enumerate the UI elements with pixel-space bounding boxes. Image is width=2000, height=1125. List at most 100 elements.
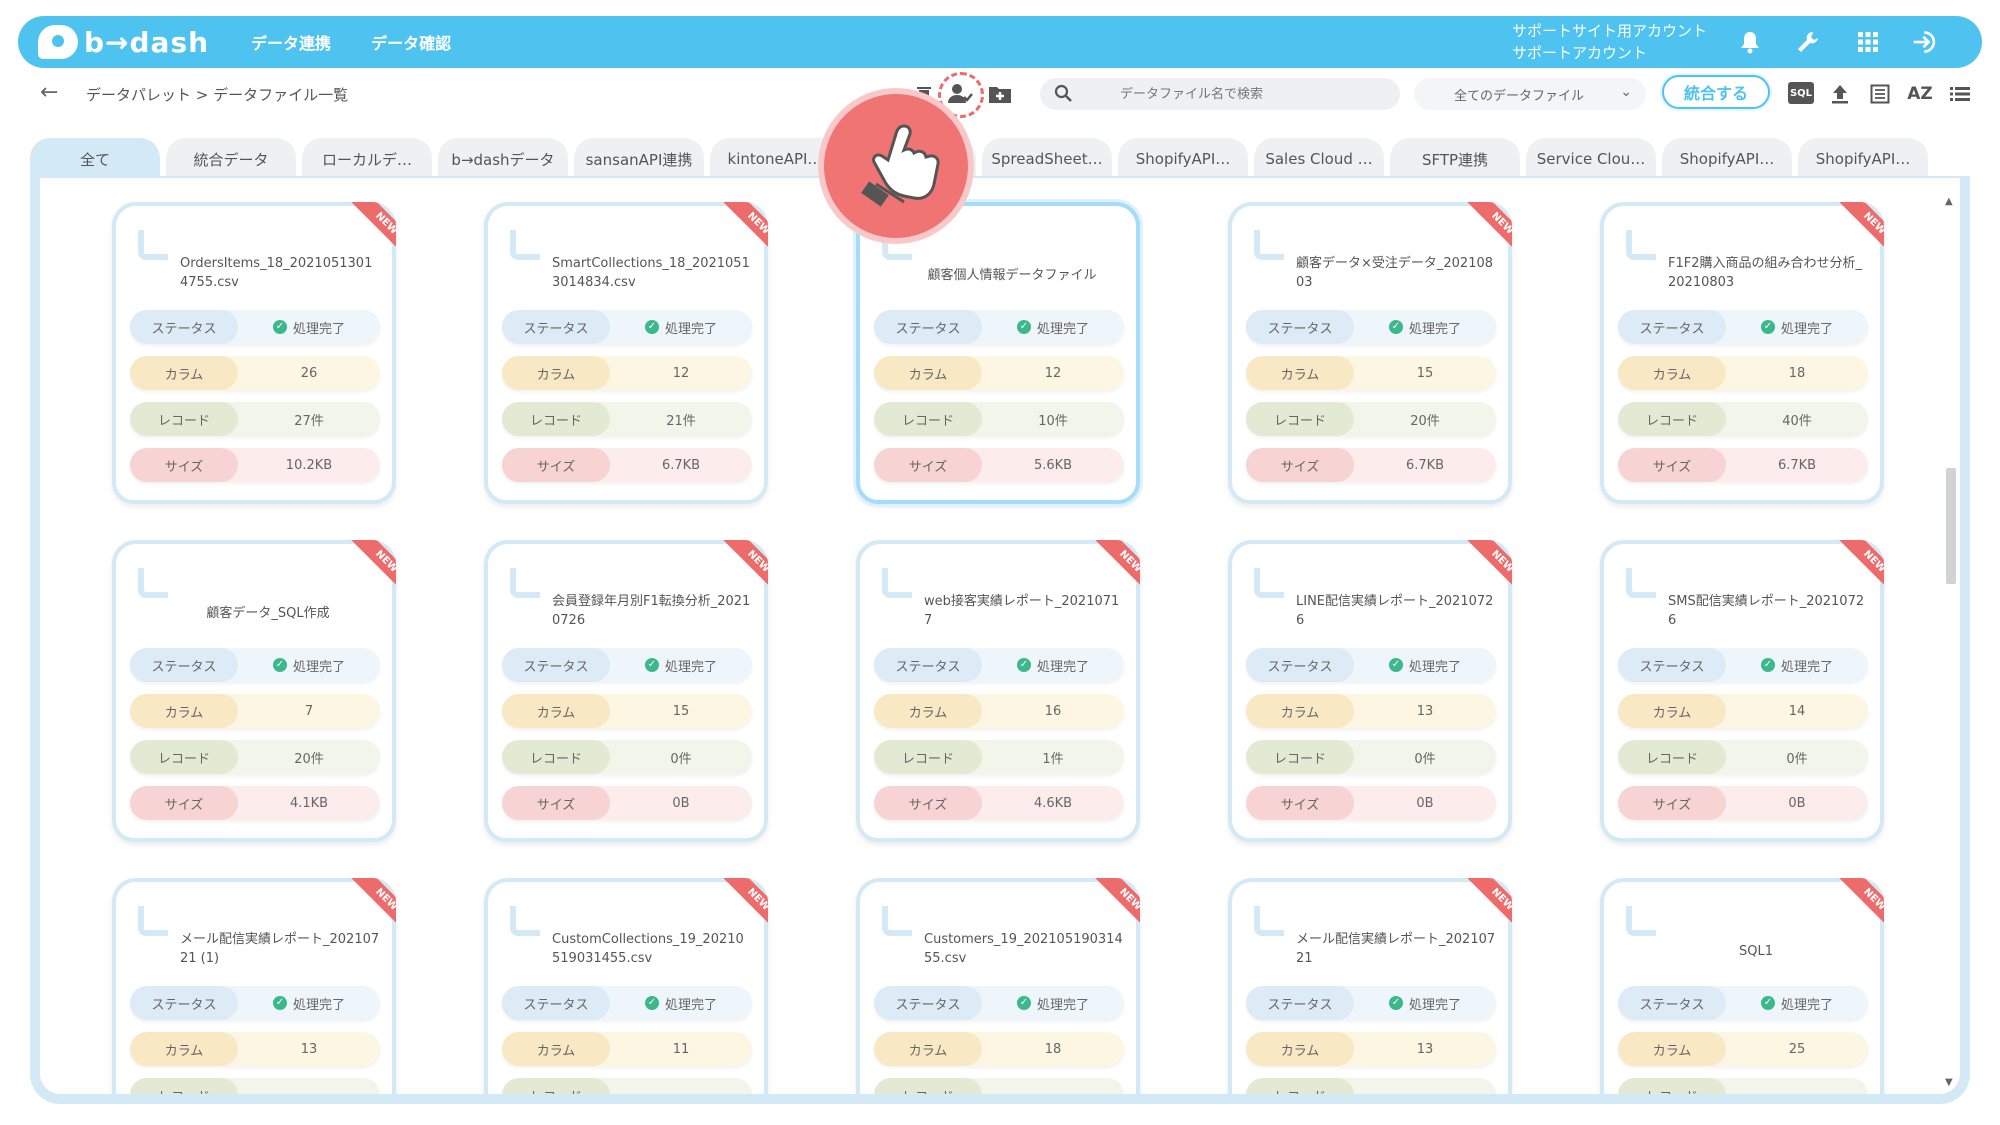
tab-sftp[interactable]: SFTP連携 <box>1390 138 1520 180</box>
size-row-label: サイズ <box>502 786 610 820</box>
status-row: ステータス ✓ 処理完了 <box>502 310 752 344</box>
scroll-up-icon[interactable]: ▲ <box>1945 196 1953 207</box>
scroll-down-icon[interactable]: ▼ <box>1945 1077 1953 1088</box>
record-row: レコード 27件 <box>130 402 380 436</box>
file-card[interactable]: NEW CustomCollections_19_20210519031455.c… <box>484 878 768 1094</box>
file-card[interactable]: NEW LINE配信実績レポート_20210726 ステータス ✓ 処理完了 カラム 13 レ… <box>1228 540 1512 842</box>
tab-shopify-1[interactable]: ShopifyAPI… <box>1118 138 1248 180</box>
status-row-value-text: 処理完了 <box>1780 659 1833 675</box>
search-input[interactable] <box>1120 86 1360 102</box>
file-card[interactable]: NEW メール配信実績レポート_20210721 (1) ステータス ✓ 処理完了 カラム… <box>112 878 396 1094</box>
tab-sansan[interactable]: sansanAPI連携 <box>574 138 704 180</box>
trash-icon[interactable] <box>910 80 938 108</box>
file-card[interactable]: NEW OrdersItems_18_20210513014755.csv ステータ… <box>112 202 396 504</box>
filter-value: 全てのデータファイル <box>1454 88 1585 104</box>
bell-icon[interactable] <box>1736 28 1764 56</box>
column-row-value-text: 13 <box>1416 703 1434 719</box>
merge-button[interactable]: 統合する <box>1662 75 1770 109</box>
record-row-value <box>1726 1078 1868 1094</box>
wrench-icon[interactable] <box>1794 28 1822 56</box>
file-corner-icon <box>1626 568 1656 598</box>
record-row-label: レコード <box>1618 1078 1726 1094</box>
tab-spreadsheet[interactable]: SpreadSheet… <box>982 138 1112 180</box>
tab-merged-data[interactable]: 統合データ <box>166 138 296 180</box>
size-row: サイズ 0B <box>502 786 752 820</box>
file-card[interactable]: NEW 顧客データ×受注データ_20210803 ステータス ✓ 処理完了 カラム 15 レコ… <box>1228 202 1512 504</box>
new-badge: NEW <box>1086 878 1140 932</box>
file-card-title: LINE配信実績レポート_20210726 <box>1296 594 1494 628</box>
file-card-stats: ステータス ✓ 処理完了 カラム 15 レコード 0件 サイズ 0B <box>502 648 752 832</box>
file-filter-select[interactable]: 全てのデータファイル ⌄ <box>1414 78 1646 110</box>
upload-icon[interactable] <box>1826 80 1854 108</box>
list-view-icon[interactable] <box>1866 80 1894 108</box>
nav-data-link[interactable]: データ連携 <box>251 34 332 53</box>
file-card-stats: ステータス ✓ 処理完了 カラム 15 レコード 20件 サイズ 6.7KB <box>1246 310 1496 494</box>
sort-az-icon[interactable]: AZ <box>1907 84 1933 104</box>
status-row-value-text: 処理完了 <box>1036 997 1089 1013</box>
new-badge: NEW <box>342 540 396 594</box>
new-badge: NEW <box>1830 202 1884 256</box>
chevron-down-icon: ⌄ <box>1620 84 1632 100</box>
file-corner-icon <box>1626 230 1656 260</box>
new-badge-label: NEW <box>1467 878 1512 932</box>
tab-shopify-2[interactable]: ShopifyAPI… <box>1662 138 1792 180</box>
scroll-thumb[interactable] <box>1946 468 1956 584</box>
menu-list-icon[interactable] <box>1946 80 1974 108</box>
size-row: サイズ 4.6KB <box>874 786 1124 820</box>
record-row-label: レコード <box>874 740 982 774</box>
file-card-title: 顧客データ_SQL作成 <box>206 606 330 621</box>
column-row-value-text: 15 <box>1416 365 1434 381</box>
size-row-value-text: 4.6KB <box>1033 795 1073 811</box>
record-row-value: 1件 <box>982 740 1124 774</box>
logout-icon[interactable] <box>1912 28 1940 56</box>
status-row-value-text: 処理完了 <box>1780 997 1833 1013</box>
file-card[interactable]: NEW SmartCollections_18_20210513014834.cs… <box>484 202 768 504</box>
column-row-value: 12 <box>610 356 752 390</box>
size-row-value-text: 0B <box>1416 795 1434 811</box>
status-row: ステータス ✓ 処理完了 <box>130 648 380 682</box>
status-row-value: ✓ 処理完了 <box>1354 986 1496 1020</box>
file-card[interactable]: NEW Customers_19_20210519031455.csv ステータス ✓… <box>856 878 1140 1094</box>
file-card[interactable]: NEW F1F2購入商品の組み合わせ分析_20210803 ステータス ✓ 処理完了 カラ… <box>1600 202 1884 504</box>
apps-grid-icon[interactable] <box>1854 28 1882 56</box>
file-card[interactable]: NEW web接客実績レポート_20210717 ステータス ✓ 処理完了 カラム 16 レコ… <box>856 540 1140 842</box>
search-box[interactable] <box>1040 78 1400 110</box>
column-row-label: カラム <box>502 356 610 390</box>
tab-kintone[interactable]: kintoneAPI… <box>710 138 840 180</box>
record-row: レコード 10件 <box>874 402 1124 436</box>
tab-shopify-3[interactable]: ShopifyAPI… <box>1798 138 1928 180</box>
file-card[interactable]: NEW 会員登録年月別F1転換分析_20210726 ステータス ✓ 処理完了 カラム 15… <box>484 540 768 842</box>
status-row-value: ✓ 処理完了 <box>238 648 380 682</box>
status-row-value-text: 処理完了 <box>1408 659 1461 675</box>
file-card[interactable]: 顧客個人情報データファイル ステータス ✓ 処理完了 カラム 12 レコード 10件 サイズ 5.… <box>856 202 1140 504</box>
file-card-stats: ステータス✓処理完了カラム18レコードサイズ <box>874 986 1124 1094</box>
file-card[interactable]: NEW SMS配信実績レポート_20210726 ステータス ✓ 処理完了 カラム 14 レコ… <box>1600 540 1884 842</box>
tab-all[interactable]: 全て <box>30 138 160 180</box>
new-badge: NEW <box>714 202 768 256</box>
account-info[interactable]: サポートサイト用アカウント サポートアカウント <box>1512 20 1707 64</box>
file-card-stats: ステータス✓処理完了カラム13レコードサイズ <box>130 986 380 1094</box>
file-card[interactable]: NEW 顧客データ_SQL作成 ステータス ✓ 処理完了 カラム 7 レコード 20件 サイズ 4.… <box>112 540 396 842</box>
tab-service-cloud[interactable]: Service Clou… <box>1526 138 1656 180</box>
back-arrow-icon[interactable]: ← <box>40 80 59 105</box>
check-circle-icon: ✓ <box>272 658 287 672</box>
file-card-stats: ステータス ✓ 処理完了 カラム 16 レコード 1件 サイズ 4.6KB <box>874 648 1124 832</box>
logo[interactable]: b→dash <box>38 25 209 59</box>
tab-local-data[interactable]: ローカルデ… <box>302 138 432 180</box>
sql-icon[interactable]: SQL <box>1788 82 1814 104</box>
folder-add-icon[interactable] <box>986 80 1014 108</box>
nav-data-check[interactable]: データ確認 <box>371 34 452 53</box>
new-badge-label: NEW <box>723 878 768 932</box>
status-row-label: ステータス <box>130 986 238 1020</box>
tab-sales-cloud[interactable]: Sales Cloud … <box>1254 138 1384 180</box>
column-row-label: カラム <box>502 1032 610 1066</box>
column-row-label: カラム <box>1618 694 1726 728</box>
vertical-scrollbar[interactable]: ▲ ▼ <box>1944 196 1958 1088</box>
tab-bdash-data[interactable]: b→dashデータ <box>438 138 568 180</box>
status-row-value: ✓ 処理完了 <box>610 648 752 682</box>
status-row-value: ✓ 処理完了 <box>610 986 752 1020</box>
status-row-value-text: 処理完了 <box>1408 997 1461 1013</box>
